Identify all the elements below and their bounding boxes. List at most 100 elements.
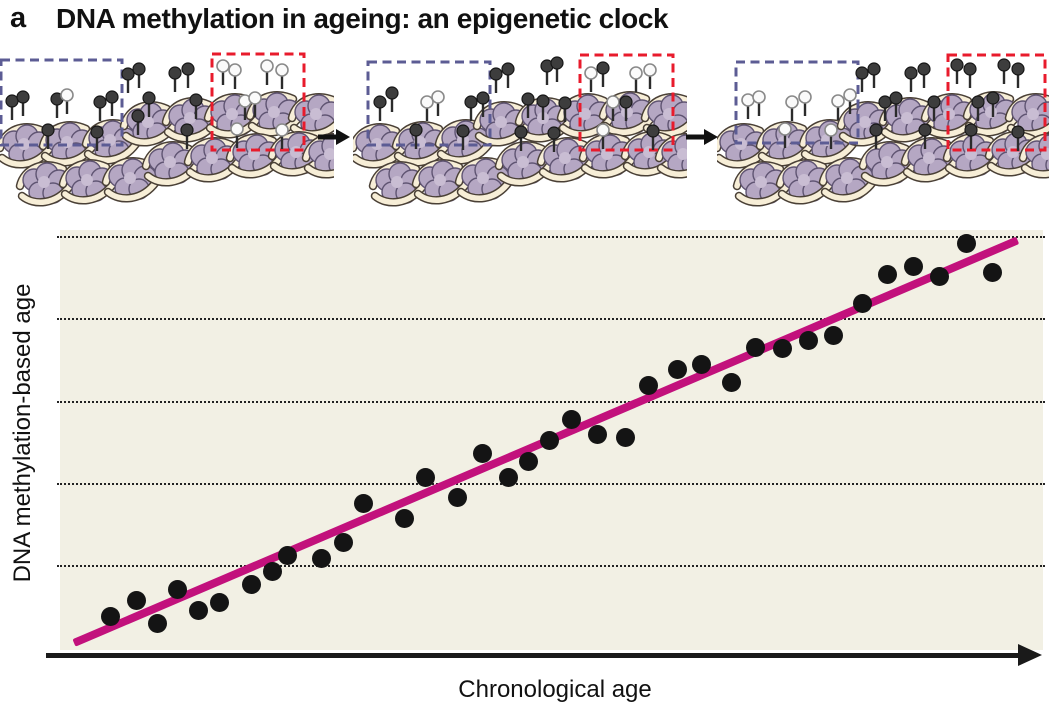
methylated-mark-icon [986,91,1000,105]
unmethylated-mark-icon [275,63,289,77]
data-point [394,508,414,528]
unmethylated-mark-icon [629,66,643,80]
methylated-mark-icon [41,123,55,137]
methylation-marks [373,56,660,152]
hypermethylated-region-box [578,53,675,152]
methylated-mark-icon [489,67,503,81]
methylated-mark-icon [547,126,561,140]
methylated-mark-icon [619,95,633,109]
methylated-mark-icon [997,58,1011,72]
x-axis-arrowhead-icon [1018,644,1042,666]
data-point [277,546,297,566]
data-point [473,443,493,463]
methylated-mark-icon [950,58,964,72]
unmethylated-mark-icon [752,90,766,104]
gridline [57,401,1045,404]
figure-header: a DNA methylation in ageing: an epigenet… [0,2,1049,42]
methylated-mark-icon [90,125,104,139]
methylated-mark-icon [93,95,107,109]
data-point [798,330,818,350]
methylated-mark-icon [646,124,660,138]
data-point [168,580,188,600]
unmethylated-mark-icon [643,63,657,77]
methylated-mark-icon [168,66,182,80]
data-point [242,575,262,595]
methylated-mark-icon [904,66,918,80]
unmethylated-mark-icon [843,88,857,102]
data-point [773,338,792,358]
methylated-mark-icon [1011,125,1025,139]
x-axis-line [46,653,1020,658]
chromatin-stage-old [717,53,1049,207]
data-point [147,613,167,633]
unmethylated-mark-icon [831,94,845,108]
methylated-mark-icon [409,123,423,137]
methylated-mark-icon [105,90,119,104]
methylated-mark-icon [180,123,194,137]
methylated-mark-icon [867,62,881,76]
data-point [692,355,712,375]
unmethylated-mark-icon [431,90,445,104]
methylated-mark-icon [476,91,490,105]
methylated-mark-icon [1011,62,1025,76]
right-arrow-icon [686,128,718,146]
data-point [878,265,898,285]
unmethylated-mark-icon [260,59,274,73]
methylated-mark-icon [373,95,387,109]
data-point [333,532,353,552]
methylated-mark-icon [521,92,535,106]
hypermethylated-region-box [210,52,306,152]
methylated-mark-icon [869,123,883,137]
methylated-mark-icon [971,95,985,109]
methylation-marks [741,58,1025,151]
methylated-mark-icon [131,109,145,123]
methylated-mark-icon [536,94,550,108]
right-arrow-icon [318,128,350,146]
methylated-mark-icon [121,67,135,81]
methylated-mark-icon [142,91,156,105]
data-point [824,326,844,346]
unmethylated-mark-icon [798,90,812,104]
methylated-mark-icon [181,62,195,76]
unmethylated-mark-icon [420,95,434,109]
nucleosome-chain [717,91,1049,207]
data-point [447,488,467,508]
gridline [57,483,1045,486]
methylated-mark-icon [550,56,564,70]
methylated-mark-icon [855,66,869,80]
data-point [721,373,741,393]
gridline [57,318,1045,321]
methylated-mark-icon [514,125,528,139]
data-point [354,493,374,513]
gridline [57,236,1045,239]
data-point [262,561,282,581]
data-point [540,430,560,450]
methylated-mark-icon [558,96,572,110]
data-point [498,468,518,488]
methylated-mark-icon [501,62,515,76]
unmethylated-mark-icon [230,122,244,136]
methylation-marks [5,59,289,151]
methylated-mark-icon [917,62,931,76]
data-point [615,427,635,447]
nucleosome-chain [353,91,687,207]
data-point [209,593,229,613]
y-axis-label: DNA methylation-based age [9,283,36,583]
hypomethylated-region-box [366,60,492,147]
methylated-mark-icon [918,123,932,137]
x-axis-label: Chronological age [458,676,652,703]
methylated-mark-icon [927,95,941,109]
figure-title: DNA methylation in ageing: an epigenetic… [56,3,669,34]
data-point [746,337,766,357]
hypermethylated-region-box [946,53,1047,152]
unmethylated-mark-icon [824,123,838,137]
unmethylated-mark-icon [606,95,620,109]
data-point [100,607,120,627]
unmethylated-mark-icon [778,122,792,136]
unmethylated-mark-icon [228,63,242,77]
methylated-mark-icon [963,62,977,76]
data-point [903,256,923,276]
methylated-mark-icon [132,62,146,76]
methylated-mark-icon [889,91,903,105]
